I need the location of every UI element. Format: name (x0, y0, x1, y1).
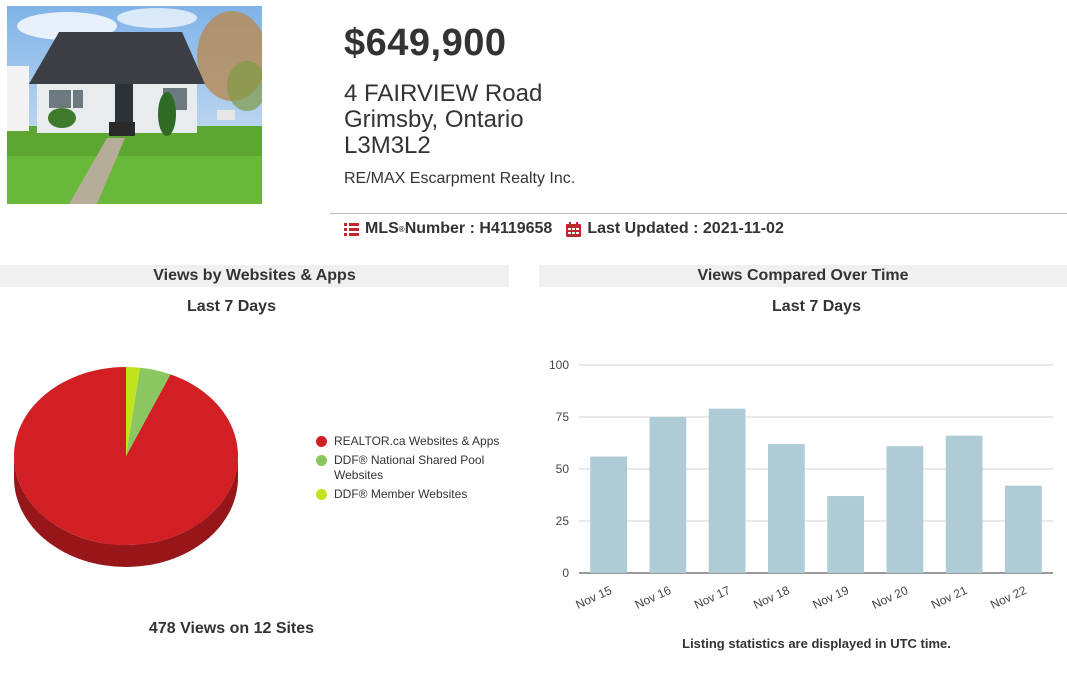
address-street: 4 FAIRVIEW Road (344, 80, 543, 107)
legend-label: DDF® Member Websites (334, 487, 468, 501)
bar[interactable] (827, 496, 864, 573)
pie-depth (14, 456, 238, 567)
x-tick-label: Nov 17 (692, 583, 733, 612)
bar[interactable] (945, 435, 983, 573)
pie-section-subtitle: Last 7 Days (187, 298, 276, 315)
legend-label: DDF® National Shared Pool Websites (334, 453, 485, 482)
pie-section-header: Views by Websites & Apps (0, 265, 509, 287)
y-tick-label: 0 (562, 566, 569, 580)
listing-price: $649,900 (344, 22, 507, 64)
pie-legend: REALTOR.ca Websites & Apps DDF® National … (316, 434, 516, 506)
bar[interactable] (886, 446, 924, 573)
pie-slice[interactable] (126, 367, 141, 456)
pie-chart (13, 367, 239, 567)
legend-item[interactable]: DDF® National Shared Pool Websites (316, 453, 516, 483)
list-icon (344, 222, 359, 236)
legend-swatch (316, 455, 327, 466)
legend-swatch (316, 436, 327, 447)
mls-label: MLS (365, 220, 399, 237)
listing-photo[interactable] (7, 6, 262, 204)
bar-section-subtitle: Last 7 Days (772, 298, 861, 315)
y-tick-label: 100 (549, 358, 569, 372)
pie-slice[interactable] (126, 367, 171, 456)
bar[interactable] (649, 417, 687, 573)
legend-item[interactable]: DDF® Member Websites (316, 487, 516, 502)
bar-chart: 0 25 50 75 100 Nov 15 Nov 16 Nov 17 Nov 18 Nov 19… (549, 358, 1053, 612)
last-updated: Last Updated : 2021-11-02 (587, 220, 784, 237)
x-tick-label: Nov 21 (929, 583, 970, 612)
y-tick-label: 50 (556, 462, 570, 476)
listing-meta: MLS ® Number : H4119658 Last Updated : 20… (344, 218, 784, 240)
divider (330, 213, 1067, 214)
mls-registered-mark: ® (398, 224, 405, 234)
bar[interactable] (590, 456, 627, 573)
y-tick-label: 25 (556, 514, 570, 528)
address-postal-code: L3M3L2 (344, 132, 431, 159)
bar-section-header: Views Compared Over Time (539, 265, 1067, 287)
y-tick-label: 75 (556, 410, 570, 424)
legend-item[interactable]: REALTOR.ca Websites & Apps (316, 434, 516, 449)
x-tick-label: Nov 15 (574, 583, 615, 612)
mls-number: Number : H4119658 (404, 220, 553, 237)
legend-label: REALTOR.ca Websites & Apps (334, 434, 500, 448)
bar[interactable] (768, 444, 805, 573)
address-city: Grimsby, Ontario (344, 106, 524, 133)
bar[interactable] (708, 408, 746, 573)
bar[interactable] (1005, 485, 1042, 573)
x-tick-label: Nov 16 (633, 583, 674, 612)
x-tick-label: Nov 19 (811, 583, 852, 612)
legend-swatch (316, 489, 327, 500)
views-total: 478 Views on 12 Sites (148, 620, 315, 637)
brokerage-name: RE/MAX Escarpment Realty Inc. (344, 170, 576, 187)
x-tick-label: Nov 18 (751, 583, 792, 612)
utc-note: Listing statistics are displayed in UTC … (682, 636, 951, 651)
calendar-icon (566, 221, 582, 237)
x-tick-label: Nov 22 (988, 583, 1029, 612)
x-tick-label: Nov 20 (870, 583, 911, 612)
